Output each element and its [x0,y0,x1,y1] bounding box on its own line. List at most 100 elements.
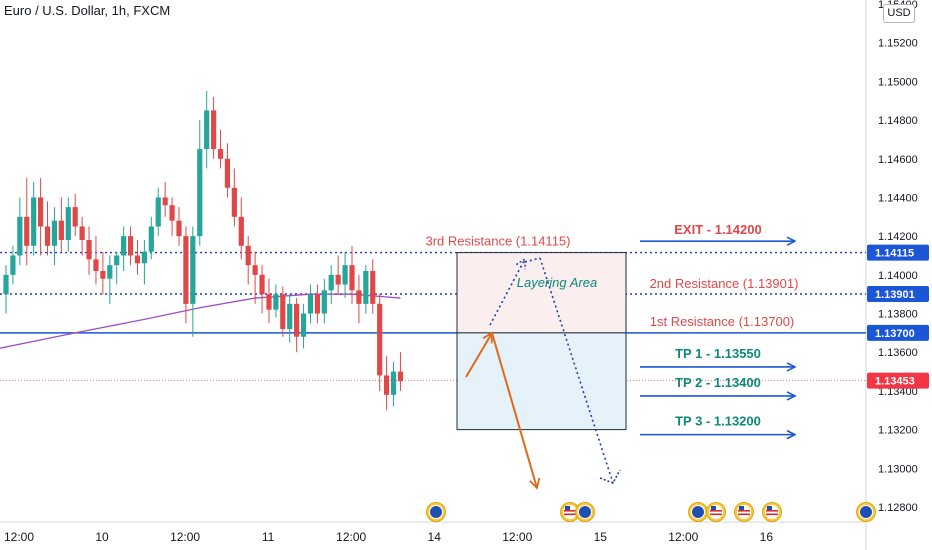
tp-1-label: TP 1 - 1.13550 [675,346,761,361]
candle-body [107,265,113,279]
y-tick-label: 1.13400 [878,386,918,398]
x-tick-label: 12:00 [4,530,34,544]
candle-body [294,303,300,337]
candle-body [273,294,279,310]
candle-body [307,294,314,314]
resistance-1-label: 1st Resistance (1.13700) [650,314,795,329]
candle-body [314,294,320,314]
y-tick-label: 1.14800 [878,115,918,127]
resistance-3-tag [867,244,929,261]
event-flag-stripe [766,510,778,512]
candle-body [127,236,134,256]
candle-body [17,216,23,256]
event-flag-stripe [710,510,722,512]
candle-body [44,226,51,246]
target-area-box[interactable] [456,332,627,431]
candle-body [342,265,348,285]
resistance-2-tag-label: 1.13901 [875,289,915,301]
currency-button[interactable]: USD [883,4,915,23]
orange-arrow-up [465,331,493,378]
candle-body [280,294,286,330]
candle-body [162,197,168,206]
candle-body [370,270,376,304]
event-flag-stripe [564,510,576,512]
candle-body [86,240,92,260]
candle-body [3,274,9,295]
x-tick-label: 15 [594,530,608,544]
y-tick-label: 1.13800 [878,309,918,321]
layering-area-box[interactable] [456,252,627,334]
y-tick-label: 1.14000 [878,270,918,282]
candle-body [141,251,147,264]
candle-body [224,158,231,188]
candle-body [134,255,141,264]
candle-body [31,197,37,246]
y-tick-label: 1.14600 [878,154,918,166]
x-tick-label: 12:00 [336,530,366,544]
candle-body [51,220,58,246]
candle-body [266,294,272,310]
y-tick-label: 1.13000 [878,463,918,475]
candle-body [176,220,182,237]
candle-body [356,290,362,304]
candle-body [10,255,16,275]
event-flag-icon [859,505,873,519]
y-tick-label: 1.13200 [878,425,918,437]
layering-area-label: Layering Area [517,275,597,290]
last-price-tag [867,372,929,389]
event-flag-icon [691,505,705,519]
candle-body [231,187,237,217]
event-flag-stripe [710,513,722,516]
event-flag-icon [429,505,443,519]
candle-body [58,220,64,241]
candle-body [252,265,258,275]
x-tick-label: 14 [428,530,442,544]
x-tick-label: 12:00 [668,530,698,544]
x-tick-label: 16 [760,530,774,544]
event-flag-stripe [766,513,778,516]
candle-body [24,216,30,246]
orange-arrow-down [491,332,541,490]
y-tick-label: 1.15000 [878,76,918,88]
resistance-2-tag [867,285,929,302]
candle-body [335,274,341,285]
candle-body [72,207,78,227]
event-flag-canton [739,506,744,510]
candle-body [190,236,196,304]
candle-body [65,207,71,241]
event-flag-canton [565,506,570,510]
resistance-2-label: 2nd Resistance (1.13901) [650,276,799,291]
candle-body [349,265,355,291]
chart-title[interactable]: Euro / U.S. Dollar, 1h, FXCM [4,3,171,18]
event-flag-canton [767,506,772,510]
tp-3-label: TP 3 - 1.13200 [675,414,761,429]
candle-body [121,236,127,256]
candle-body [114,255,120,266]
candle-body [148,226,154,252]
resistance-1-tag-label: 1.13700 [875,328,915,340]
candle-body [217,149,224,159]
candle-body [259,274,265,295]
candle-body [38,197,44,227]
candle-body [328,274,334,291]
resistance-3-tag-label: 1.14115 [875,248,914,260]
candle-body [183,236,189,304]
projection-arrow-head [599,469,621,484]
y-tick-label: 1.15200 [878,38,918,50]
candle-body [79,226,85,241]
candle-body [211,110,217,150]
x-tick-label: 10 [95,530,109,544]
candle-body [377,303,383,376]
y-tick-label: 1.12800 [878,502,918,514]
x-tick-label: 12:00 [502,530,532,544]
resistance-3-label: 3rd Resistance (1.14115) [425,234,570,249]
exit-label: EXIT - 1.14200 [674,222,761,237]
event-flag-icon [578,505,592,519]
moving-average-line [0,293,401,349]
x-tick-label: 12:00 [170,530,200,544]
candle-body [390,371,397,395]
candle-body [238,216,244,246]
candle-body [384,375,390,395]
y-tick-label: 1.13600 [878,347,918,359]
